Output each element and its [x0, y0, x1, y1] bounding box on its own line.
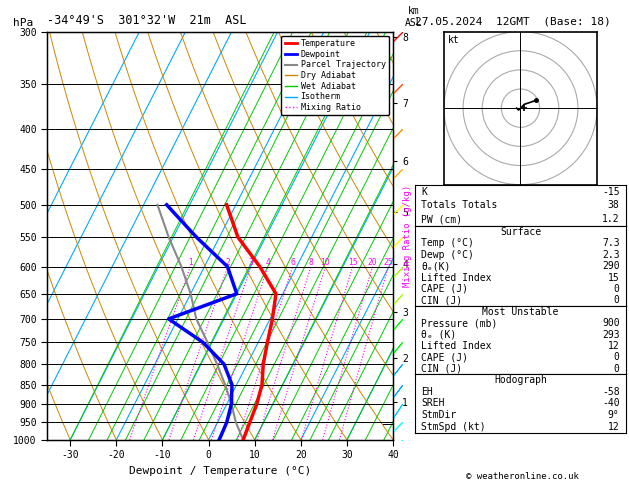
Text: 8: 8: [308, 258, 313, 267]
Text: EH: EH: [421, 387, 433, 397]
Text: -15: -15: [602, 187, 620, 196]
Text: CIN (J): CIN (J): [421, 295, 462, 306]
Text: 38: 38: [608, 200, 620, 210]
Text: θₑ(K): θₑ(K): [421, 261, 451, 271]
Text: 0: 0: [614, 295, 620, 306]
Text: 10: 10: [321, 258, 330, 267]
Text: 4: 4: [265, 258, 270, 267]
Text: CIN (J): CIN (J): [421, 364, 462, 374]
Text: K: K: [421, 187, 427, 196]
Text: PW (cm): PW (cm): [421, 214, 462, 224]
Text: -40: -40: [602, 399, 620, 408]
Text: Surface: Surface: [500, 226, 541, 237]
Text: 25: 25: [384, 258, 393, 267]
Text: 290: 290: [602, 261, 620, 271]
Text: Temp (°C): Temp (°C): [421, 238, 474, 248]
Text: 1: 1: [188, 258, 192, 267]
Text: 7.3: 7.3: [602, 238, 620, 248]
Text: CAPE (J): CAPE (J): [421, 284, 469, 294]
Text: StmSpd (kt): StmSpd (kt): [421, 422, 486, 432]
Text: Pressure (mb): Pressure (mb): [421, 318, 498, 328]
Text: hPa: hPa: [13, 17, 33, 28]
Text: 15: 15: [608, 273, 620, 282]
Text: 3: 3: [248, 258, 253, 267]
Text: LCL: LCL: [421, 419, 437, 428]
Text: Lifted Index: Lifted Index: [421, 341, 492, 351]
Text: 20: 20: [368, 258, 377, 267]
Text: Totals Totals: Totals Totals: [421, 200, 498, 210]
Text: 293: 293: [602, 330, 620, 340]
Text: 2.3: 2.3: [602, 250, 620, 260]
Text: SREH: SREH: [421, 399, 445, 408]
Text: StmDir: StmDir: [421, 410, 457, 420]
Text: -34°49'S  301°32'W  21m  ASL: -34°49'S 301°32'W 21m ASL: [47, 14, 247, 27]
Text: 27.05.2024  12GMT  (Base: 18): 27.05.2024 12GMT (Base: 18): [415, 17, 611, 27]
Text: 0: 0: [614, 364, 620, 374]
Text: km
ASL: km ASL: [405, 6, 423, 28]
Text: -58: -58: [602, 387, 620, 397]
Text: 0: 0: [614, 284, 620, 294]
Text: 12: 12: [608, 422, 620, 432]
Text: 15: 15: [348, 258, 357, 267]
Text: Dewp (°C): Dewp (°C): [421, 250, 474, 260]
X-axis label: Dewpoint / Temperature (°C): Dewpoint / Temperature (°C): [129, 466, 311, 476]
Text: Most Unstable: Most Unstable: [482, 307, 559, 317]
Text: 6: 6: [290, 258, 295, 267]
Text: kt: kt: [448, 35, 460, 45]
Text: Hodograph: Hodograph: [494, 375, 547, 385]
Text: Mixing Ratio (g/kg): Mixing Ratio (g/kg): [403, 185, 411, 287]
Text: θₑ (K): θₑ (K): [421, 330, 457, 340]
Text: 2: 2: [225, 258, 230, 267]
Text: © weatheronline.co.uk: © weatheronline.co.uk: [465, 472, 579, 481]
Text: 0: 0: [614, 352, 620, 362]
Text: 12: 12: [608, 341, 620, 351]
Legend: Temperature, Dewpoint, Parcel Trajectory, Dry Adiabat, Wet Adiabat, Isotherm, Mi: Temperature, Dewpoint, Parcel Trajectory…: [281, 36, 389, 115]
Text: CAPE (J): CAPE (J): [421, 352, 469, 362]
Text: 900: 900: [602, 318, 620, 328]
Text: Lifted Index: Lifted Index: [421, 273, 492, 282]
Text: 9°: 9°: [608, 410, 620, 420]
Text: 1.2: 1.2: [602, 214, 620, 224]
